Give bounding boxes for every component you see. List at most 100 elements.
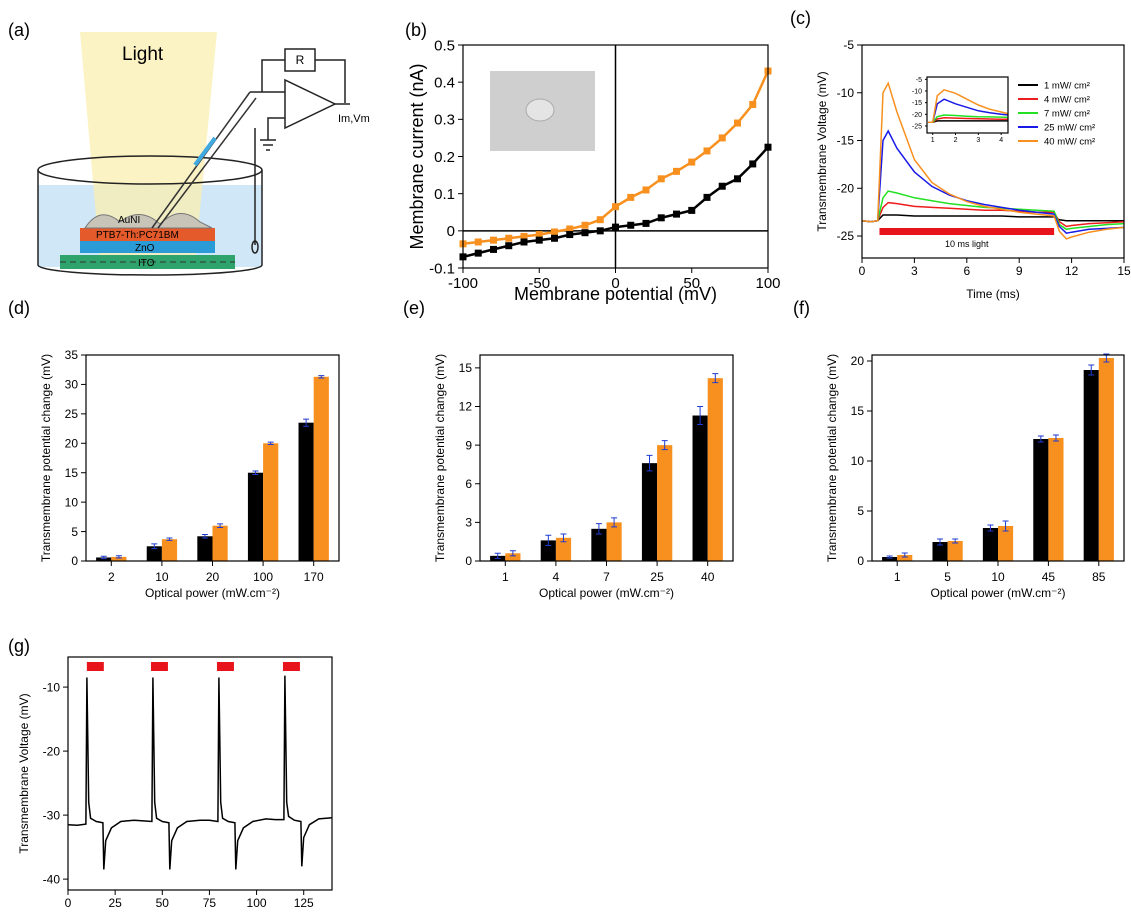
x-tick-label: 1 (931, 137, 935, 144)
error-bar (100, 555, 107, 560)
marker (657, 175, 665, 183)
error-bar (1052, 434, 1059, 442)
x-tick-label: 25 (108, 896, 122, 910)
x-tick-label: 40 (701, 570, 715, 584)
bar (1048, 438, 1064, 561)
x-tick-label: 1 (502, 570, 509, 584)
marker (673, 167, 680, 175)
bar (882, 557, 898, 561)
y-axis-label: Transmembrane potential change (mV) (825, 354, 839, 562)
cell-photo (525, 98, 555, 122)
x-tick-label: 100 (253, 570, 273, 584)
bar (298, 422, 314, 561)
marker (535, 236, 543, 244)
x-tick-label: 50 (683, 275, 700, 292)
bar (606, 522, 622, 561)
y-tick-label: 20 (851, 354, 865, 368)
error-bar (267, 441, 274, 445)
electrode (251, 240, 259, 254)
error-bar (318, 375, 325, 379)
bar (161, 539, 178, 561)
light-pulse (216, 662, 234, 671)
light-label: 10 ms light (945, 239, 989, 249)
light-bar (879, 228, 1055, 235)
y-axis-label: Transmembrane Voltage (mV) (815, 71, 829, 231)
marker (520, 238, 528, 246)
marker (581, 221, 589, 229)
bar (707, 378, 723, 561)
marker (642, 186, 650, 194)
x-tick-label: 7 (603, 570, 610, 584)
x-tick-label: 4 (999, 137, 1003, 144)
schematic: (a) Light R Im,Vm AuNI PTB7-Th:PC71BM Zn… (8, 20, 370, 276)
error-bar (151, 543, 158, 550)
y-tick-label: -5 (843, 38, 854, 52)
marker (505, 234, 513, 242)
legend-label: 1 mW/ cm² (1044, 81, 1090, 92)
plot-frame (926, 76, 1009, 134)
y-tick-label: 0.2 (434, 149, 455, 166)
y-tick-label: 0 (447, 223, 455, 240)
y-tick-label: -10 (837, 86, 855, 100)
x-tick-label: 4 (553, 570, 560, 584)
y-tick-label: 0.5 (434, 37, 455, 54)
series-line (861, 214, 1124, 223)
bar (982, 528, 998, 561)
marker (612, 203, 619, 211)
x-axis-label: Optical power (mW.cm⁻²) (930, 586, 1065, 600)
ito-layer (60, 255, 235, 269)
plot-frame (861, 44, 1125, 259)
error-bar (987, 524, 994, 532)
error-bar (952, 538, 959, 544)
bar (555, 537, 572, 561)
light-pulse (150, 662, 168, 671)
marker (749, 100, 757, 108)
error-bar (545, 534, 552, 547)
series-line (928, 120, 1008, 124)
marker (474, 249, 482, 257)
x-tick-label: 45 (1042, 570, 1056, 584)
pipette-fluid (193, 136, 217, 167)
bar (146, 546, 162, 561)
error-bar (1002, 520, 1009, 532)
bar (641, 463, 658, 561)
marker (734, 175, 741, 183)
x-tick-label: -50 (528, 275, 550, 292)
bar (591, 528, 607, 561)
marker (718, 182, 726, 190)
marker (566, 231, 574, 239)
marker (596, 216, 604, 224)
series-line (928, 88, 1009, 124)
plot-frame (67, 656, 333, 891)
y-tick-label: 30 (65, 378, 79, 392)
x-tick-label: 0 (65, 896, 72, 910)
y-tick-label: 10 (851, 454, 865, 468)
error-bar (509, 550, 516, 557)
x-tick-label: 100 (755, 275, 780, 292)
y-axis-label: Transmembrane Voltage (mV) (17, 693, 31, 853)
error-bar (901, 552, 908, 558)
marker (474, 238, 482, 246)
error-bar (611, 517, 618, 528)
panel-label: (e) (403, 298, 425, 318)
marker (566, 225, 574, 233)
panel-label: (b) (405, 20, 427, 40)
y-axis-label: Transmembrane potential change (mV) (433, 354, 447, 562)
light-pulse (86, 662, 104, 671)
x-tick-label: 5 (944, 570, 951, 584)
y-tick-label: -15 (912, 100, 922, 107)
layer-label: AuNI (118, 215, 140, 226)
y-tick-label: 35 (65, 348, 79, 362)
light-beam (80, 32, 217, 262)
marker (551, 228, 558, 236)
y-tick-label: -20 (912, 112, 922, 119)
wire (315, 59, 346, 103)
y-tick-label: 15 (65, 466, 79, 480)
panel-label: (c) (790, 8, 811, 28)
beaker-bottom (37, 264, 263, 276)
y-axis-label: Membrane current (nA) (407, 63, 427, 249)
marker (627, 193, 635, 201)
legend-label: 4 mW/ cm² (1044, 95, 1090, 106)
marker (535, 231, 543, 239)
